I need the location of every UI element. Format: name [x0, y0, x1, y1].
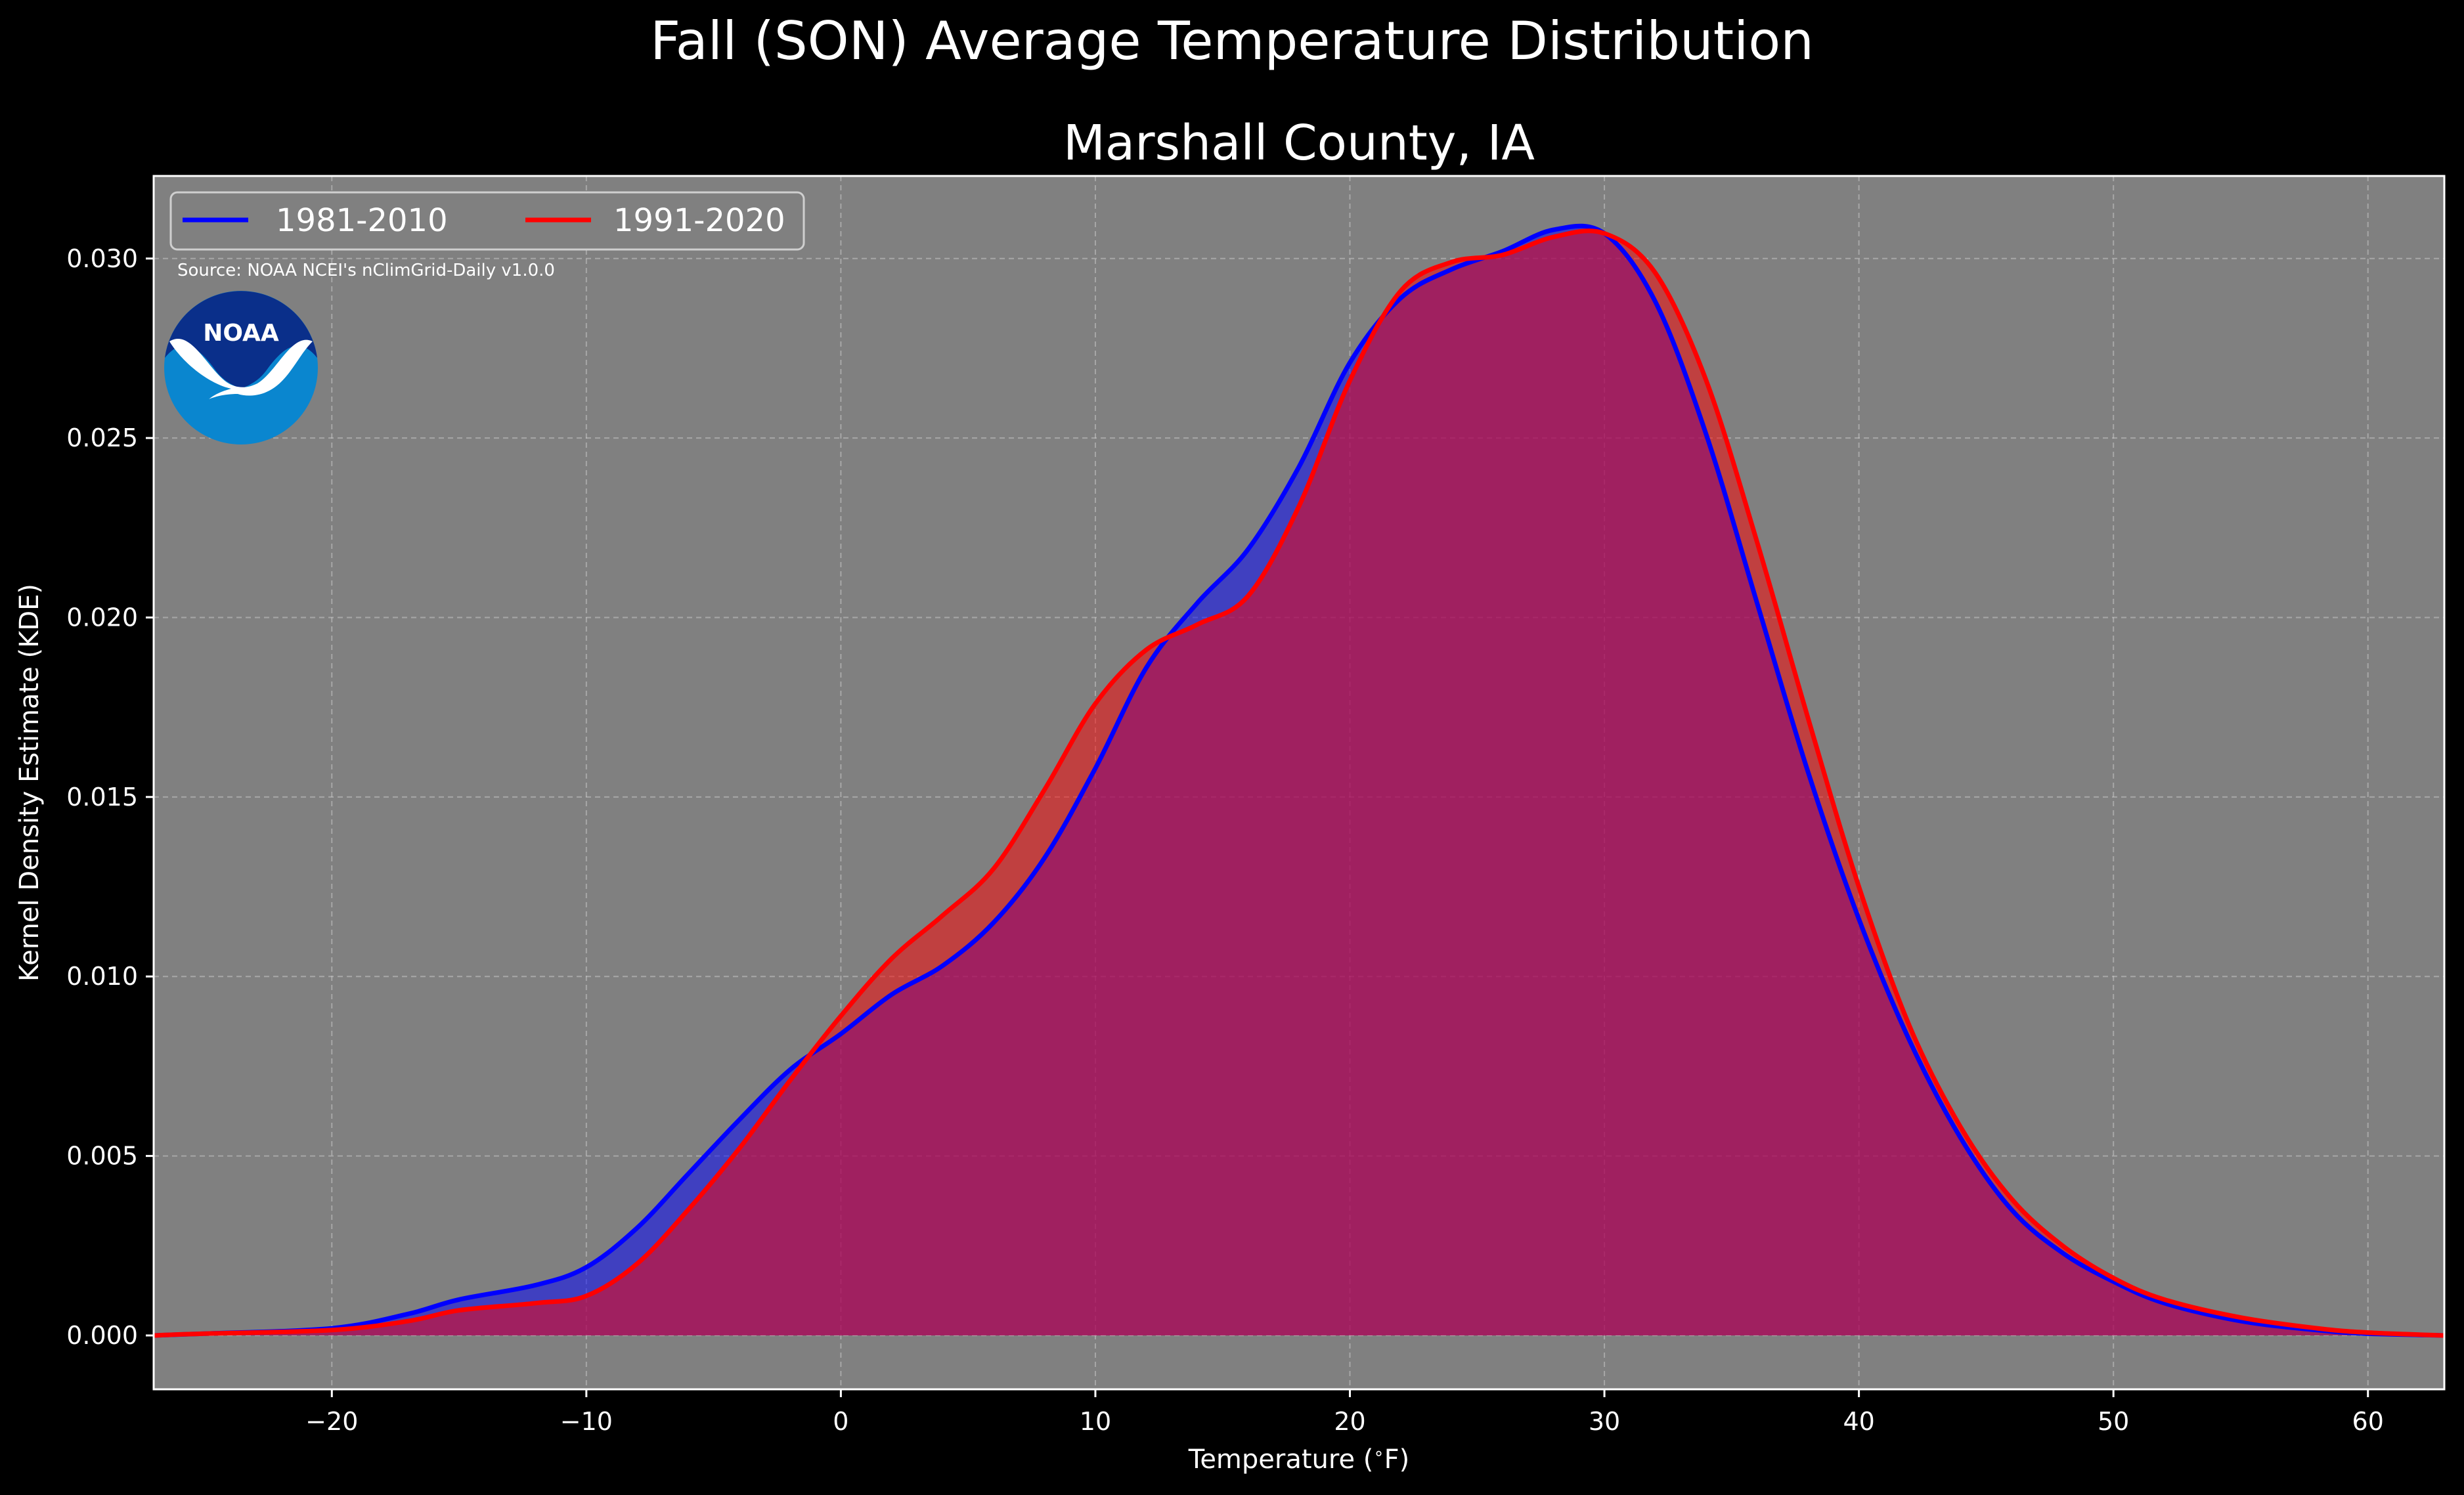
y-tick-label: 0.000: [66, 1321, 138, 1350]
x-tick-label: −20: [305, 1407, 358, 1436]
x-axis-label-unit: F): [1384, 1444, 1410, 1475]
y-tick-label: 0.015: [66, 783, 138, 812]
legend-box: [169, 191, 805, 251]
chart-title: Marshall County, IA: [1063, 115, 1535, 171]
noaa-logo-icon: NOAA: [164, 291, 318, 444]
legend-label-1981-2010: 1981-2010: [276, 202, 448, 239]
legend: 1981-2010 1991-2020: [169, 191, 805, 251]
x-axis-label-prefix: Temperature (: [1188, 1444, 1374, 1475]
axis-ticks: −20 −10 0 10 20 30 40 50 60 0.000 0.005 0.010 0.015 0…: [66, 244, 2384, 1436]
source-note: Source: NOAA NCEI's nClimGrid-Daily v1.0…: [177, 261, 555, 280]
x-tick-label: 60: [2352, 1407, 2384, 1436]
y-tick-label: 0.030: [66, 244, 138, 273]
x-tick-label: 40: [1843, 1407, 1874, 1436]
x-axis-label: Temperature (∘F): [1188, 1444, 1410, 1475]
y-axis-label: Kernel Density Estimate (KDE): [14, 584, 45, 982]
x-tick-label: −10: [560, 1407, 613, 1436]
series-fill-1991-2020: [154, 230, 2444, 1335]
series-line-1981-2010: [153, 223, 2445, 1338]
plot-frame: [152, 175, 2446, 1391]
series-layer: [153, 223, 2445, 1338]
x-tick-label: 50: [2098, 1407, 2129, 1436]
degree-symbol: ∘: [1373, 1444, 1384, 1463]
x-tick-label: 20: [1334, 1407, 1365, 1436]
y-tick-label: 0.005: [66, 1142, 138, 1171]
x-tick-label: 30: [1589, 1407, 1620, 1436]
x-tick-label: 0: [833, 1407, 848, 1436]
noaa-logo-text: NOAA: [203, 320, 279, 347]
figure-suptitle: Fall (SON) Average Temperature Distribut…: [650, 11, 1814, 72]
y-tick-label: 0.020: [66, 603, 138, 632]
x-tick-label: 10: [1080, 1407, 1111, 1436]
y-tick-label: 0.010: [66, 962, 138, 991]
series-line-1991-2020: [153, 228, 2445, 1338]
y-tick-label: 0.025: [66, 423, 138, 452]
legend-label-1991-2020: 1991-2020: [613, 202, 785, 239]
